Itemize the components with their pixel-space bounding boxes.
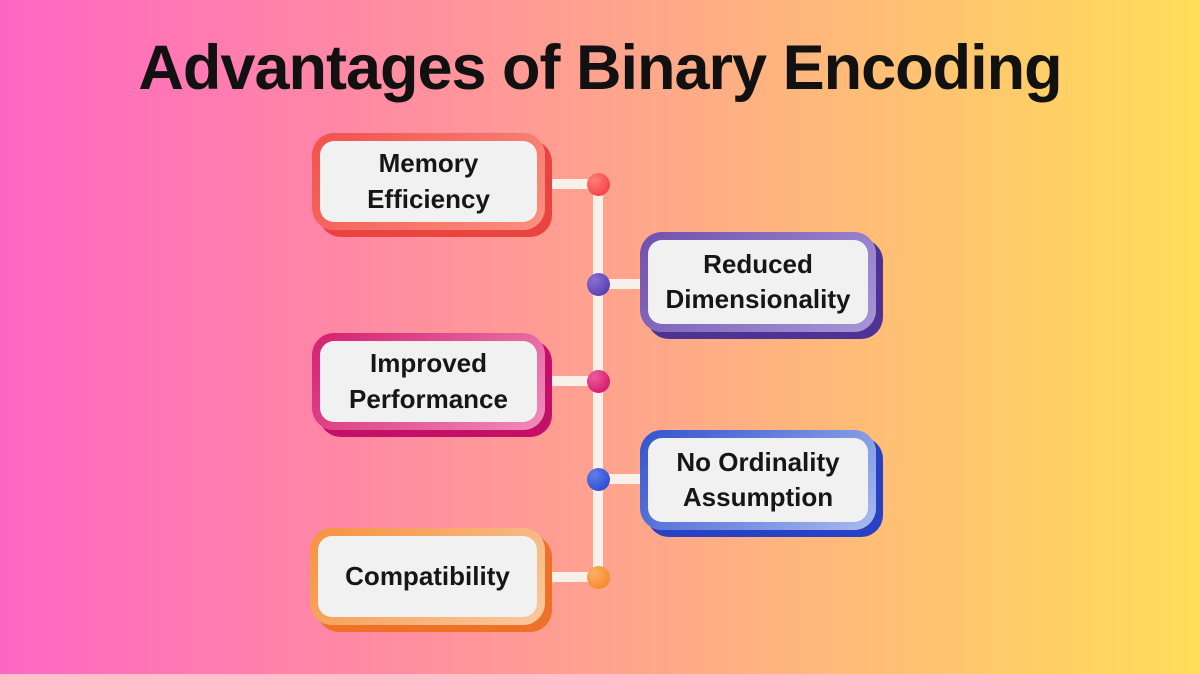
- node-label: Reduced Dimensionality: [665, 248, 851, 314]
- connector-dot-improved-performance: [587, 370, 610, 393]
- node-label: No Ordinality Assumption: [676, 446, 840, 512]
- node-compatibility: Compatibility: [310, 528, 545, 625]
- connector-stub: [598, 279, 645, 289]
- node-no-ordinality-assumption: No Ordinality Assumption: [640, 430, 876, 530]
- node-box: Reduced Dimensionality: [648, 240, 868, 324]
- node-box: Improved Performance: [320, 341, 537, 422]
- node-label: Memory Efficiency: [367, 148, 490, 214]
- node-label: Improved Performance: [349, 348, 508, 414]
- connector-dot-no-ordinality: [587, 468, 610, 491]
- connector-dot-compatibility: [587, 566, 610, 589]
- node-improved-performance: Improved Performance: [312, 333, 545, 430]
- page-title: Advantages of Binary Encoding: [138, 33, 1062, 103]
- connector-stub: [545, 376, 598, 386]
- connector-dot-memory-efficiency: [587, 173, 610, 196]
- connector-stub: [545, 179, 598, 189]
- connector-stub: [598, 474, 645, 484]
- connector-dot-reduced-dimensionality: [587, 273, 610, 296]
- node-box: Compatibility: [318, 536, 537, 617]
- node-label: Compatibility: [345, 560, 510, 591]
- node-memory-efficiency: Memory Efficiency: [312, 133, 545, 230]
- node-box: Memory Efficiency: [320, 141, 537, 222]
- connector-stub: [545, 572, 598, 582]
- node-reduced-dimensionality: Reduced Dimensionality: [640, 232, 876, 332]
- node-box: No Ordinality Assumption: [648, 438, 868, 522]
